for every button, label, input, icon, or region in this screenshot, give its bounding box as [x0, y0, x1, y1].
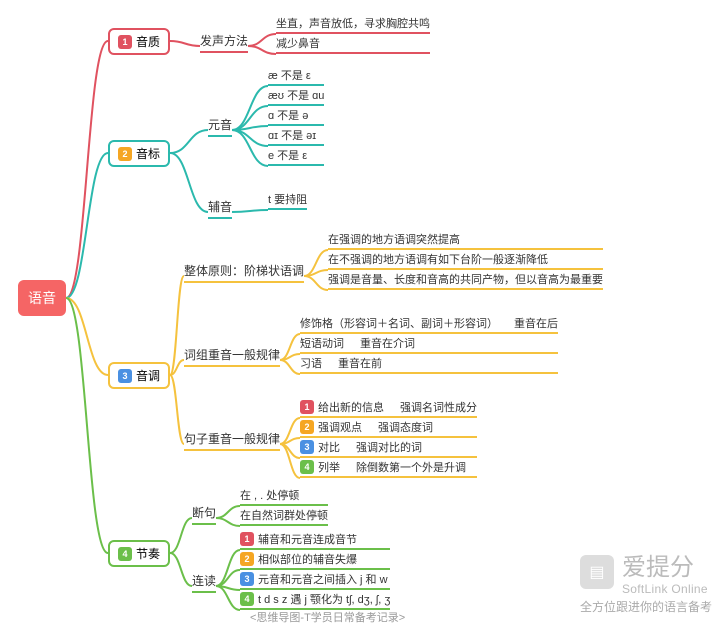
leaf-row: e 不是 ε — [268, 146, 324, 166]
leaf-group: 在强调的地方语调突然提高在不强调的地方语调有如下台阶一般逐渐降低强调是音量、长度… — [328, 230, 603, 290]
sub-label: 元音 — [208, 116, 232, 137]
leaf-text: 4 列举 — [300, 459, 340, 475]
leaf-num-icon: 4 — [240, 592, 254, 606]
leaf-row: 短语动词重音在介词 — [300, 334, 558, 354]
leaf-text: 2 强调观点 — [300, 419, 362, 435]
branch-b1: 1 音质 — [108, 28, 170, 55]
leaf-row: ɑ 不是 ə — [268, 106, 324, 126]
leaf-text: 强调对比的词 — [356, 439, 422, 455]
leaf-num-icon: 1 — [300, 400, 314, 414]
branch-label: 音标 — [136, 145, 160, 162]
leaf-text: 在自然词群处停顿 — [240, 507, 328, 523]
leaf-row: 3 对比强调对比的词 — [300, 438, 477, 458]
leaf-row: 3 元音和元音之间插入 j 和 w — [240, 570, 390, 590]
connector-layer — [0, 0, 720, 615]
sub-label: 发声方法 — [200, 32, 248, 53]
branch-b2: 2 音标 — [108, 140, 170, 167]
leaf-row: æʊ 不是 ɑu — [268, 86, 324, 106]
leaf-row: æ 不是 ε — [268, 66, 324, 86]
sub-label: 整体原则：阶梯状语调 — [184, 262, 304, 283]
leaf-row: 在不强调的地方语调有如下台阶一般逐渐降低 — [328, 250, 603, 270]
leaf-row: 1 给出新的信息强调名词性成分 — [300, 398, 477, 418]
leaf-text: 强调是音量、长度和音高的共同产物，但以音高为最重要 — [328, 271, 603, 287]
leaf-num-icon: 2 — [300, 420, 314, 434]
leaf-text: 重音在后 — [514, 315, 558, 331]
branch-b4: 4 节奏 — [108, 540, 170, 567]
leaf-row: t 要持阻 — [268, 190, 307, 210]
leaf-text: 坐直，声音放低，寻求胸腔共鸣 — [276, 15, 430, 31]
sub-label: 连读 — [192, 572, 216, 593]
leaf-text: 强调态度词 — [378, 419, 433, 435]
sub-label: 辅音 — [208, 198, 232, 219]
branch-label: 音质 — [136, 33, 160, 50]
leaf-text: 短语动词 — [300, 335, 344, 351]
leaf-row: 减少鼻音 — [276, 34, 430, 54]
leaf-text: 在强调的地方语调突然提高 — [328, 231, 460, 247]
leaf-text: 习语 — [300, 355, 322, 371]
leaf-text: 2 相似部位的辅音失爆 — [240, 551, 357, 567]
leaf-num-icon: 2 — [240, 552, 254, 566]
watermark-tag: 全方位跟进你的语言备考 — [580, 598, 712, 615]
branch-label: 节奏 — [136, 545, 160, 562]
leaf-row: 1 辅音和元音连成音节 — [240, 530, 390, 550]
leaf-text: 重音在前 — [338, 355, 382, 371]
root-node: 语音 — [18, 280, 66, 316]
leaf-text: æʊ 不是 ɑu — [268, 87, 324, 103]
leaf-num-icon: 1 — [240, 532, 254, 546]
leaf-text: 除倒数第一个外是升调 — [356, 459, 466, 475]
watermark-brand: 爱提分 — [622, 547, 708, 582]
leaf-text: æ 不是 ε — [268, 67, 311, 83]
leaf-row: 2 强调观点强调态度词 — [300, 418, 477, 438]
leaf-text: 1 辅音和元音连成音节 — [240, 531, 357, 547]
leaf-text: 在 , . 处停顿 — [240, 487, 299, 503]
leaf-group: 1 给出新的信息强调名词性成分2 强调观点强调态度词3 对比强调对比的词4 列举… — [300, 398, 477, 478]
sub-label: 句子重音一般规律 — [184, 430, 280, 451]
branch-num-icon: 1 — [118, 35, 132, 49]
leaf-group: t 要持阻 — [268, 190, 307, 210]
branch-b3: 3 音调 — [108, 362, 170, 389]
leaf-num-icon: 4 — [300, 460, 314, 474]
leaf-text: 1 给出新的信息 — [300, 399, 384, 415]
leaf-group: 坐直，声音放低，寻求胸腔共鸣减少鼻音 — [276, 14, 430, 54]
caption: <思维导图-T学员日常备考记录> — [250, 609, 405, 625]
leaf-row: 4 t d s z 遇 j 颚化为 tʃ, dʒ, ʃ, ʒ — [240, 590, 390, 610]
watermark: ▤ 爱提分 SoftLink Online 全方位跟进你的语言备考 — [580, 547, 712, 615]
branch-num-icon: 3 — [118, 369, 132, 383]
sub-label: 断句 — [192, 504, 216, 525]
leaf-group: 修饰格（形容词＋名词、副词＋形容词）重音在后短语动词重音在介词习语重音在前 — [300, 314, 558, 374]
leaf-text: 强调名词性成分 — [400, 399, 477, 415]
leaf-row: 强调是音量、长度和音高的共同产物，但以音高为最重要 — [328, 270, 603, 290]
leaf-row: ɑɪ 不是 əɪ — [268, 126, 324, 146]
leaf-row: 在强调的地方语调突然提高 — [328, 230, 603, 250]
leaf-row: 修饰格（形容词＋名词、副词＋形容词） 重音在后 — [300, 314, 558, 334]
leaf-text: 重音在介词 — [360, 335, 415, 351]
leaf-text: 减少鼻音 — [276, 35, 320, 51]
leaf-text: t 要持阻 — [268, 191, 307, 207]
leaf-text: 4 t d s z 遇 j 颚化为 tʃ, dʒ, ʃ, ʒ — [240, 591, 390, 607]
leaf-text: 修饰格（形容词＋名词、副词＋形容词） — [300, 315, 498, 331]
leaf-text: e 不是 ε — [268, 147, 307, 163]
book-icon: ▤ — [580, 555, 614, 589]
branch-num-icon: 4 — [118, 547, 132, 561]
leaf-text: ɑɪ 不是 əɪ — [268, 127, 316, 143]
branch-num-icon: 2 — [118, 147, 132, 161]
leaf-text: 在不强调的地方语调有如下台阶一般逐渐降低 — [328, 251, 548, 267]
leaf-text: 3 对比 — [300, 439, 340, 455]
branch-label: 音调 — [136, 367, 160, 384]
leaf-text: 3 元音和元音之间插入 j 和 w — [240, 571, 388, 587]
leaf-group: 在 , . 处停顿在自然词群处停顿 — [240, 486, 328, 526]
sub-label: 词组重音一般规律 — [184, 346, 280, 367]
leaf-row: 4 列举除倒数第一个外是升调 — [300, 458, 477, 478]
leaf-group: 1 辅音和元音连成音节 2 相似部位的辅音失爆 3 元音和元音之间插入 j 和 w 4… — [240, 530, 390, 610]
leaf-row: 在 , . 处停顿 — [240, 486, 328, 506]
leaf-num-icon: 3 — [300, 440, 314, 454]
leaf-group: æ 不是 ε æʊ 不是 ɑu ɑ 不是 ə ɑɪ 不是 əɪ e 不是 ε — [268, 66, 324, 166]
watermark-sub: SoftLink Online — [622, 582, 708, 596]
leaf-row: 习语重音在前 — [300, 354, 558, 374]
leaf-row: 坐直，声音放低，寻求胸腔共鸣 — [276, 14, 430, 34]
leaf-text: ɑ 不是 ə — [268, 107, 308, 123]
leaf-num-icon: 3 — [240, 572, 254, 586]
leaf-row: 在自然词群处停顿 — [240, 506, 328, 526]
leaf-row: 2 相似部位的辅音失爆 — [240, 550, 390, 570]
